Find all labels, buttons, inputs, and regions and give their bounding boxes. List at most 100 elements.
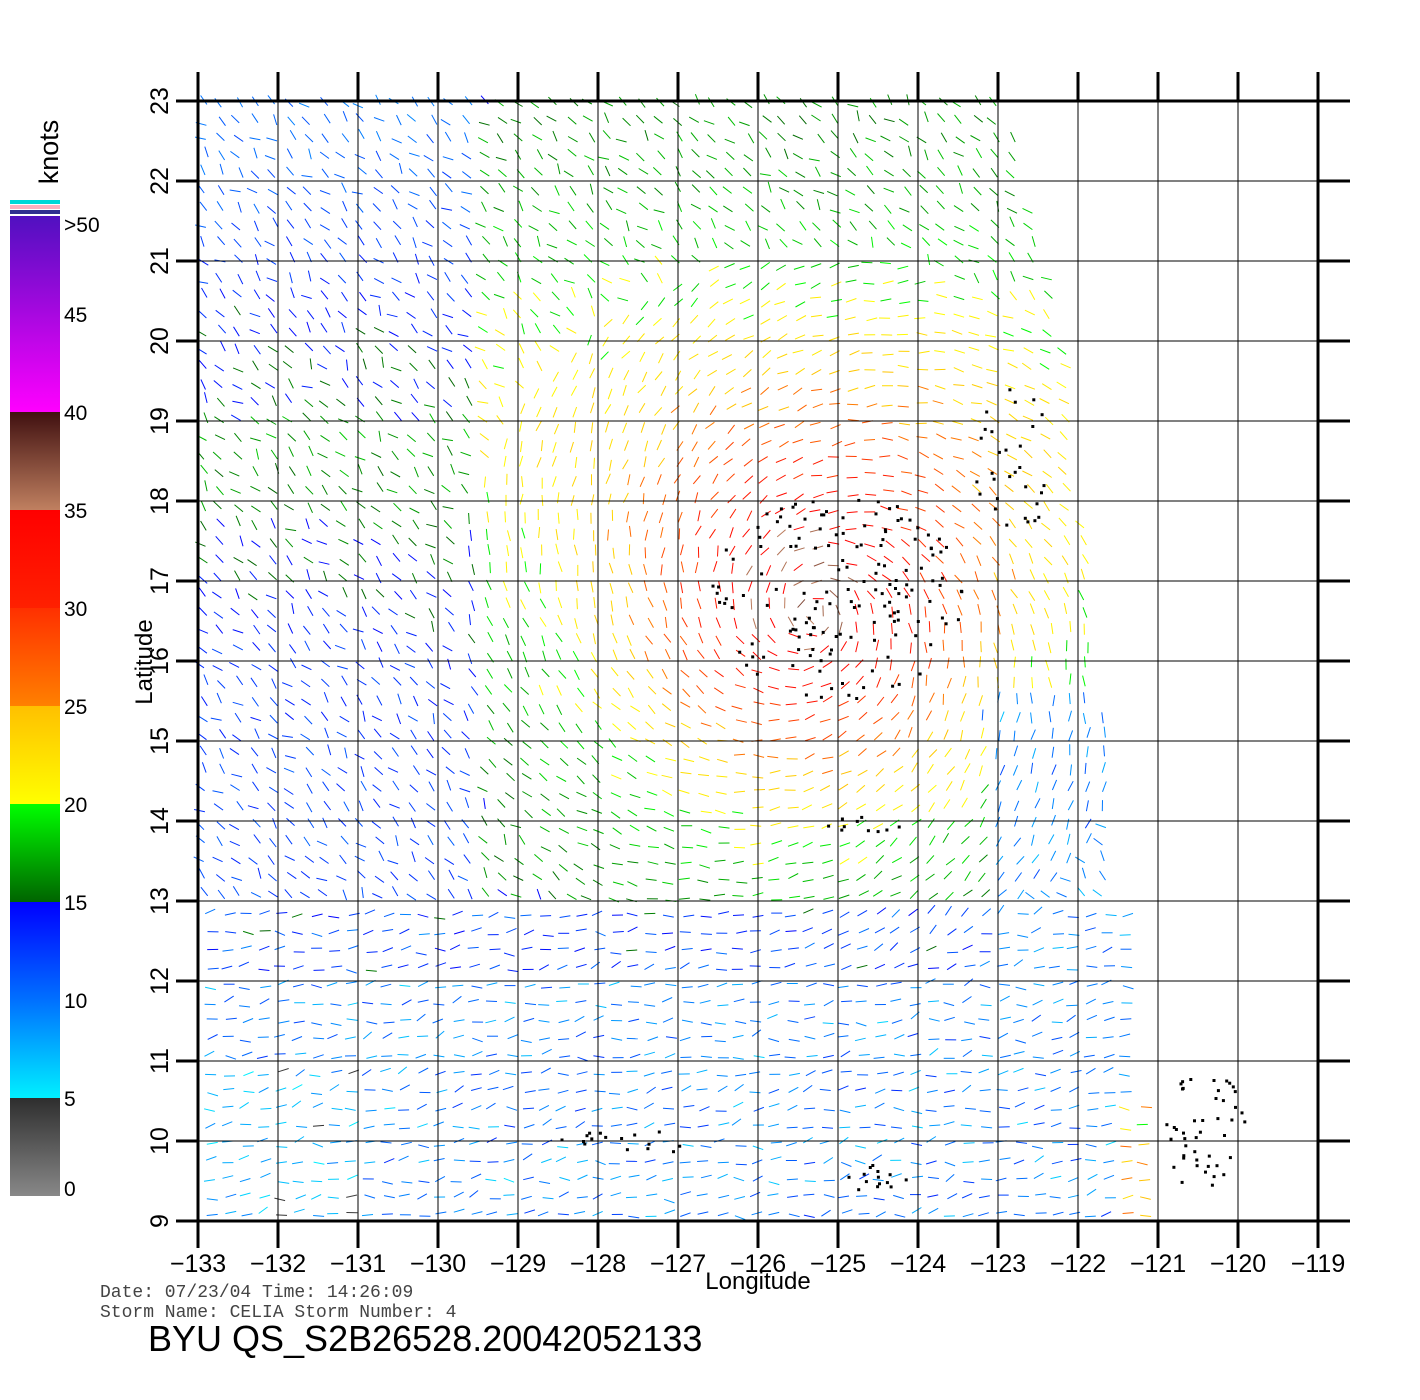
wind-vector bbox=[236, 801, 244, 811]
wind-vector bbox=[241, 1051, 253, 1057]
wind-vector bbox=[229, 189, 241, 193]
wind-vector bbox=[524, 1209, 536, 1214]
rain-flag-point bbox=[928, 599, 932, 603]
wind-vector bbox=[1022, 470, 1033, 477]
wind-vector bbox=[376, 695, 383, 706]
wind-vector bbox=[538, 1020, 550, 1023]
wind-vector bbox=[908, 622, 913, 634]
colorbar-band bbox=[10, 412, 60, 510]
wind-vector bbox=[232, 629, 244, 634]
wind-vector bbox=[1095, 823, 1107, 829]
wind-vector bbox=[954, 255, 964, 264]
wind-vector bbox=[532, 873, 543, 881]
wind-vector bbox=[768, 597, 771, 609]
wind-vector bbox=[204, 480, 208, 492]
wind-vector bbox=[412, 765, 420, 775]
wind-vector bbox=[641, 371, 648, 383]
rain-flag-point bbox=[871, 1164, 875, 1167]
wind-vector bbox=[426, 803, 436, 811]
wind-vector bbox=[934, 312, 946, 316]
wind-vector bbox=[442, 171, 452, 179]
longitude-tick-label: −122 bbox=[1050, 1250, 1106, 1278]
wind-vector bbox=[1120, 1091, 1132, 1093]
wind-vector bbox=[603, 238, 613, 247]
wind-vector bbox=[411, 851, 416, 863]
rain-flag-point bbox=[866, 829, 870, 833]
wind-vector bbox=[448, 621, 455, 632]
wind-vector bbox=[893, 1107, 905, 1112]
wind-vector bbox=[717, 1085, 728, 1093]
wind-vector bbox=[805, 1070, 816, 1077]
wind-vector bbox=[242, 930, 254, 936]
wind-vector bbox=[876, 696, 885, 706]
wind-vector bbox=[997, 871, 1005, 882]
wind-vector bbox=[309, 358, 313, 370]
wind-vector bbox=[198, 868, 205, 879]
wind-vector bbox=[707, 440, 716, 450]
latitude-tick-label: 23 bbox=[146, 87, 174, 115]
wind-vector bbox=[483, 798, 486, 809]
wind-vector bbox=[803, 786, 814, 793]
wind-vector bbox=[1016, 693, 1018, 705]
wind-vector bbox=[306, 310, 315, 320]
wind-vector bbox=[486, 982, 498, 986]
wind-vector bbox=[1052, 946, 1064, 949]
wind-vector bbox=[1017, 1121, 1029, 1125]
wind-vector bbox=[1084, 927, 1096, 932]
wind-vector bbox=[250, 716, 262, 722]
wind-vector bbox=[803, 1214, 815, 1218]
wind-vector bbox=[441, 438, 453, 442]
wind-vector bbox=[778, 406, 790, 411]
wind-vector bbox=[589, 183, 594, 195]
wind-vector bbox=[787, 1104, 798, 1111]
wind-vector bbox=[717, 1212, 729, 1217]
wind-vector bbox=[1039, 398, 1050, 404]
wind-vector bbox=[252, 781, 260, 792]
wind-vector bbox=[700, 915, 712, 918]
wind-vector bbox=[713, 893, 726, 897]
wind-vector bbox=[846, 511, 858, 514]
rain-flag-point bbox=[751, 655, 755, 659]
wind-vector bbox=[218, 116, 226, 126]
wind-vector bbox=[742, 186, 753, 194]
wind-vector bbox=[305, 767, 313, 778]
wind-vector bbox=[643, 1072, 655, 1077]
wind-vector bbox=[373, 326, 385, 333]
wind-vector bbox=[602, 336, 609, 347]
wind-vector bbox=[1043, 573, 1049, 584]
wind-vector bbox=[636, 152, 645, 162]
wind-vector bbox=[672, 420, 681, 430]
wind-vector bbox=[826, 315, 838, 318]
wind-vector bbox=[816, 199, 821, 211]
wind-vector bbox=[591, 494, 595, 506]
wind-vector bbox=[339, 252, 347, 263]
wind-vector bbox=[875, 784, 885, 793]
rain-flag-point bbox=[797, 648, 801, 652]
wind-vector bbox=[636, 186, 646, 194]
wind-vector bbox=[899, 422, 911, 426]
wind-vector bbox=[286, 817, 295, 826]
wind-vector bbox=[653, 115, 663, 124]
wind-vector bbox=[595, 1160, 606, 1166]
wind-vector bbox=[1008, 252, 1016, 263]
wind-vector bbox=[861, 261, 873, 264]
wind-vector bbox=[968, 315, 980, 320]
rain-flag-point bbox=[750, 642, 754, 646]
wind-vector bbox=[785, 775, 797, 777]
wind-vector bbox=[697, 510, 701, 522]
latitude-tick-label: 9 bbox=[146, 1214, 174, 1228]
wind-vector bbox=[1004, 398, 1015, 404]
wind-vector bbox=[784, 914, 796, 918]
rain-flag-point bbox=[588, 1131, 592, 1135]
wind-vector bbox=[563, 170, 574, 178]
wind-vector bbox=[731, 947, 743, 950]
wind-vector bbox=[426, 133, 434, 144]
rain-flag-point bbox=[864, 1180, 868, 1184]
wind-vector bbox=[446, 571, 453, 583]
wind-vector bbox=[780, 561, 788, 572]
wind-vector bbox=[392, 552, 401, 562]
wind-vector bbox=[442, 156, 454, 161]
wind-vector bbox=[292, 983, 304, 988]
wind-vector bbox=[213, 380, 223, 388]
wind-vector bbox=[289, 272, 293, 284]
